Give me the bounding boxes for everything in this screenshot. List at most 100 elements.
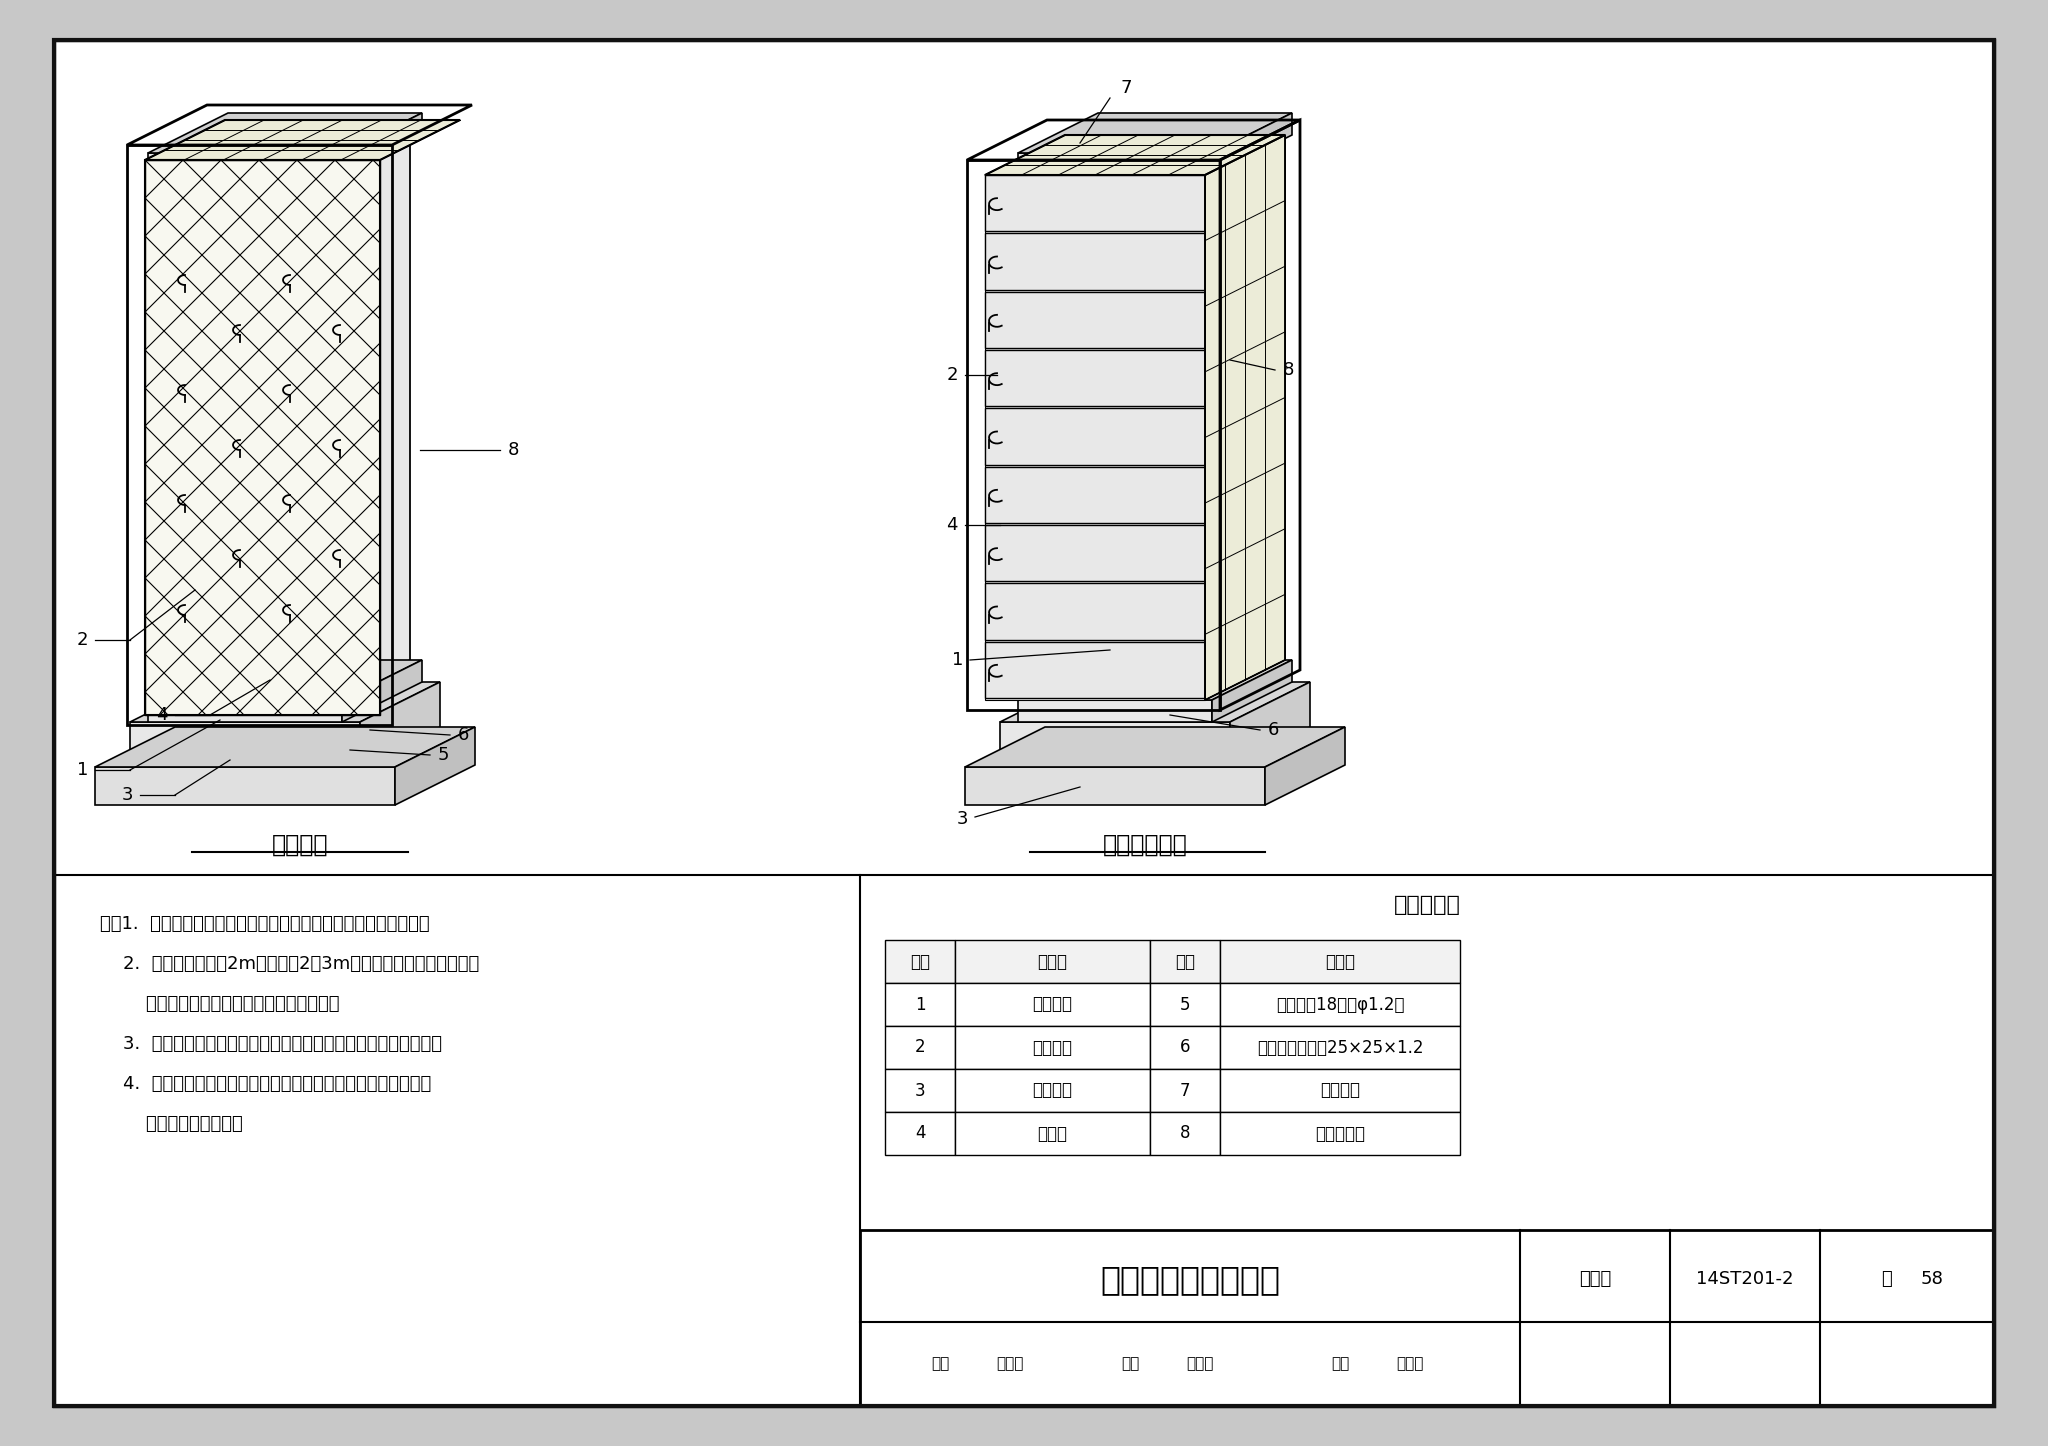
Polygon shape bbox=[1030, 175, 1200, 700]
Text: 1: 1 bbox=[76, 761, 88, 779]
Polygon shape bbox=[1204, 567, 1237, 639]
Bar bbox=[1221, 1069, 1460, 1112]
Text: 绝热层: 绝热层 bbox=[1038, 1125, 1067, 1142]
Text: 自锁紧板结构: 自锁紧板结构 bbox=[1102, 833, 1188, 857]
Text: 6: 6 bbox=[1268, 722, 1280, 739]
Bar bbox=[885, 1069, 954, 1112]
Polygon shape bbox=[129, 683, 440, 722]
Polygon shape bbox=[985, 350, 1204, 406]
Text: 审核: 审核 bbox=[932, 1356, 948, 1371]
Bar bbox=[1151, 983, 1221, 1027]
Polygon shape bbox=[1018, 659, 1292, 700]
Polygon shape bbox=[985, 175, 1204, 231]
Polygon shape bbox=[1212, 659, 1292, 722]
Text: 设备基础: 设备基础 bbox=[1032, 1082, 1073, 1099]
Polygon shape bbox=[147, 153, 342, 175]
Text: 自锁紧板: 自锁紧板 bbox=[1321, 1082, 1360, 1099]
Text: 保温钩钉: 保温钩钉 bbox=[1032, 1038, 1073, 1057]
Bar bbox=[885, 1112, 954, 1155]
Text: 平壁设备: 平壁设备 bbox=[1032, 995, 1073, 1014]
Polygon shape bbox=[1018, 113, 1292, 153]
Text: 5: 5 bbox=[438, 746, 449, 763]
Bar bbox=[1221, 1112, 1460, 1155]
Polygon shape bbox=[342, 113, 422, 175]
Text: 名　称: 名 称 bbox=[1325, 953, 1356, 970]
Text: 14ST201-2: 14ST201-2 bbox=[1696, 1270, 1794, 1288]
Polygon shape bbox=[330, 134, 410, 700]
Bar bbox=[1151, 1027, 1221, 1069]
Polygon shape bbox=[985, 642, 1204, 698]
Polygon shape bbox=[985, 233, 1204, 289]
Polygon shape bbox=[1204, 626, 1237, 698]
Polygon shape bbox=[1204, 217, 1237, 289]
Polygon shape bbox=[1204, 334, 1237, 406]
Bar bbox=[1151, 1112, 1221, 1155]
Text: 平壁设备保温结构图: 平壁设备保温结构图 bbox=[1100, 1262, 1280, 1296]
Text: 8: 8 bbox=[1180, 1125, 1190, 1142]
Polygon shape bbox=[1212, 113, 1292, 175]
Text: 图集号: 图集号 bbox=[1579, 1270, 1612, 1288]
Text: 5: 5 bbox=[1180, 995, 1190, 1014]
Bar bbox=[885, 983, 954, 1027]
Text: 绑扎结构: 绑扎结构 bbox=[272, 833, 328, 857]
Text: 58: 58 bbox=[1921, 1270, 1944, 1288]
Polygon shape bbox=[985, 134, 1284, 175]
Bar bbox=[954, 940, 1151, 983]
Text: 8: 8 bbox=[508, 441, 520, 458]
Polygon shape bbox=[1204, 159, 1237, 231]
Text: 张先群: 张先群 bbox=[995, 1356, 1024, 1371]
Polygon shape bbox=[129, 722, 360, 766]
Bar bbox=[954, 983, 1151, 1027]
Text: 注：1.  本图为平壁设备保温绝热层，采用绑扎和自锁紧板结构图。: 注：1. 本图为平壁设备保温绝热层，采用绑扎和自锁紧板结构图。 bbox=[100, 915, 430, 933]
Bar bbox=[1221, 983, 1460, 1027]
Text: 8: 8 bbox=[1282, 362, 1294, 379]
Text: 4: 4 bbox=[156, 706, 168, 724]
Polygon shape bbox=[985, 408, 1204, 464]
Polygon shape bbox=[985, 175, 1204, 700]
Text: 校对: 校对 bbox=[1120, 1356, 1139, 1371]
Polygon shape bbox=[94, 727, 475, 766]
Polygon shape bbox=[1204, 392, 1237, 464]
Polygon shape bbox=[94, 766, 395, 805]
Text: 4.  本图外侧保护层采用金属薄板，也可视工程具体情况，采用: 4. 本图外侧保护层采用金属薄板，也可视工程具体情况，采用 bbox=[100, 1074, 432, 1093]
Text: 赵际顺: 赵际顺 bbox=[1186, 1356, 1214, 1371]
Polygon shape bbox=[342, 659, 422, 722]
Text: 6: 6 bbox=[459, 726, 469, 745]
Polygon shape bbox=[147, 659, 422, 700]
Polygon shape bbox=[985, 583, 1204, 639]
Text: 编号: 编号 bbox=[909, 953, 930, 970]
Polygon shape bbox=[1204, 509, 1237, 581]
Polygon shape bbox=[145, 161, 381, 714]
Text: 1: 1 bbox=[952, 651, 963, 669]
Polygon shape bbox=[985, 292, 1204, 348]
Polygon shape bbox=[1018, 153, 1212, 175]
Text: 其他材质的保护层。: 其他材质的保护层。 bbox=[100, 1115, 244, 1134]
Text: 3: 3 bbox=[956, 810, 969, 829]
Text: 直接焊于设备上时，应采用抱箍支承件。: 直接焊于设备上时，应采用抱箍支承件。 bbox=[100, 995, 340, 1014]
Polygon shape bbox=[1266, 727, 1346, 805]
Polygon shape bbox=[965, 727, 1346, 766]
Polygon shape bbox=[965, 766, 1266, 805]
Polygon shape bbox=[999, 683, 1311, 722]
Polygon shape bbox=[160, 134, 410, 175]
Polygon shape bbox=[145, 120, 461, 161]
Bar bbox=[954, 1027, 1151, 1069]
Text: 名称对照表: 名称对照表 bbox=[1393, 895, 1460, 915]
Text: 2: 2 bbox=[76, 630, 88, 649]
Text: 4: 4 bbox=[946, 516, 958, 534]
Polygon shape bbox=[147, 113, 422, 153]
Polygon shape bbox=[1018, 700, 1212, 722]
Text: 7: 7 bbox=[1120, 80, 1130, 97]
Polygon shape bbox=[160, 175, 330, 700]
Text: 编号: 编号 bbox=[1176, 953, 1194, 970]
Text: 3: 3 bbox=[121, 787, 133, 804]
Text: 6: 6 bbox=[1180, 1038, 1190, 1057]
Text: 名　称: 名 称 bbox=[1038, 953, 1067, 970]
Polygon shape bbox=[1030, 134, 1280, 175]
Text: 2: 2 bbox=[946, 366, 958, 385]
Text: 2.  当设备高度大于2m时，每隔2～3m处焊支承板一周。当不允许: 2. 当设备高度大于2m时，每隔2～3m处焊支承板一周。当不允许 bbox=[100, 954, 479, 973]
Bar bbox=[1221, 1027, 1460, 1069]
Bar bbox=[885, 940, 954, 983]
Polygon shape bbox=[1200, 134, 1280, 700]
Bar bbox=[860, 1231, 1995, 1406]
